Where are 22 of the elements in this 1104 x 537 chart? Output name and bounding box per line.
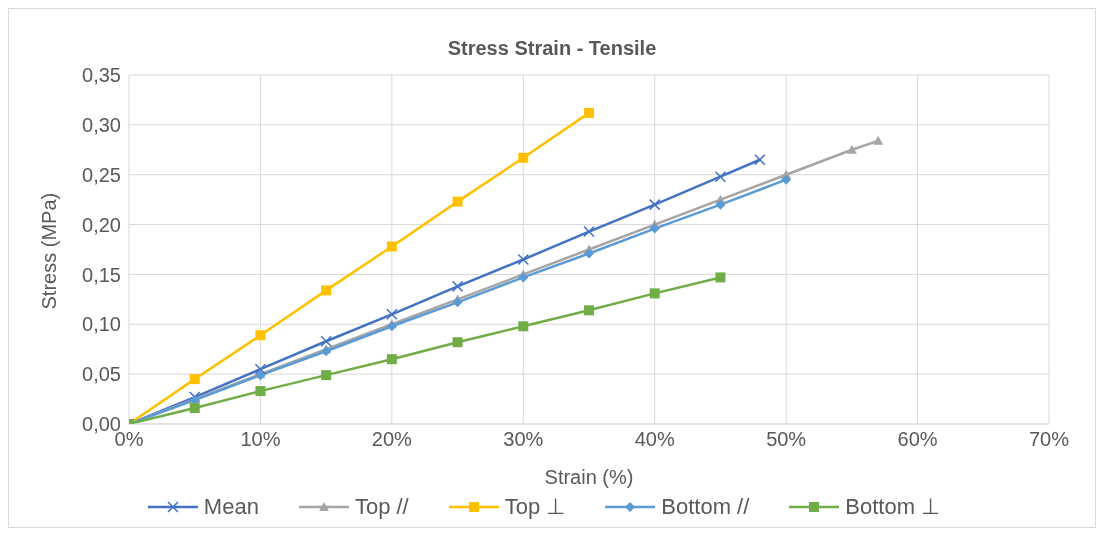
y-tick-label: 0,30: [82, 113, 121, 136]
y-axis-title: Stress (MPa): [38, 192, 61, 310]
x-tick-label: 60%: [897, 428, 938, 451]
x-tick-label: 70%: [1028, 428, 1070, 451]
y-tick-label: 0,05: [82, 363, 121, 386]
y-tick-label: 0,15: [82, 263, 121, 286]
y-tick-label: 0,10: [82, 313, 121, 336]
chart-title: Stress Strain - Tensile: [446, 36, 658, 60]
x-tick-label: 40%: [634, 428, 675, 451]
legend-label: Top ⊥: [504, 494, 566, 520]
x-tick-label: 10%: [240, 428, 281, 451]
y-tick-label: 0,20: [82, 213, 121, 236]
x-tick-label: 20%: [371, 428, 413, 451]
x-tick-label: 50%: [766, 428, 807, 451]
y-tick-label: 0,25: [82, 163, 121, 186]
y-tick-label: 0,35: [82, 64, 121, 87]
legend-label: Bottom //: [661, 494, 750, 520]
legend-label: Top //: [354, 494, 409, 520]
legend-label: Bottom ⊥: [845, 494, 941, 520]
x-tick-label: 30%: [503, 428, 544, 451]
x-axis-title: Strain (%): [544, 466, 634, 488]
legend-label: Mean: [203, 494, 259, 520]
